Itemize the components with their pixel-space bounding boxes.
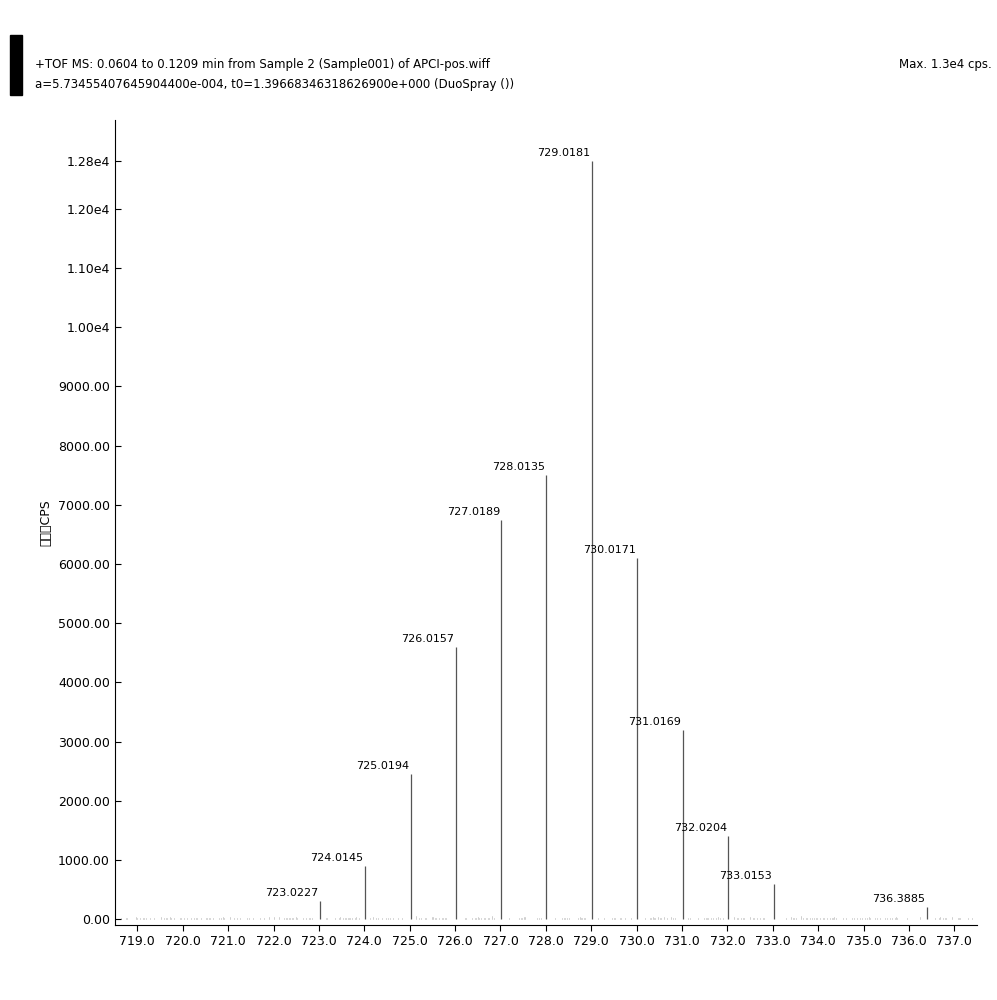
Text: 736.3885: 736.3885 <box>872 894 925 904</box>
Text: 728.0135: 728.0135 <box>493 462 545 472</box>
Y-axis label: 强度，CPS: 强度，CPS <box>39 499 52 546</box>
Text: 731.0169: 731.0169 <box>628 717 681 727</box>
Text: Max. 1.3e4 cps.: Max. 1.3e4 cps. <box>899 58 992 71</box>
Text: 724.0145: 724.0145 <box>310 853 364 863</box>
Text: 726.0157: 726.0157 <box>402 634 455 644</box>
Text: +TOF MS: 0.0604 to 0.1209 min from Sample 2 (Sample001) of APCI-pos.wiff: +TOF MS: 0.0604 to 0.1209 min from Sampl… <box>35 58 490 71</box>
Text: 723.0227: 723.0227 <box>265 888 319 898</box>
Text: 730.0171: 730.0171 <box>583 545 636 555</box>
Text: a=5.73455407645904400e-004, t0=1.39668346318626900e+000 (DuoSpray ()): a=5.73455407645904400e-004, t0=1.3966834… <box>35 78 514 91</box>
Text: 732.0204: 732.0204 <box>674 823 727 833</box>
Text: 725.0194: 725.0194 <box>356 761 409 771</box>
Text: 729.0181: 729.0181 <box>537 148 590 158</box>
Text: 727.0189: 727.0189 <box>447 507 499 517</box>
Text: 733.0153: 733.0153 <box>720 871 772 881</box>
